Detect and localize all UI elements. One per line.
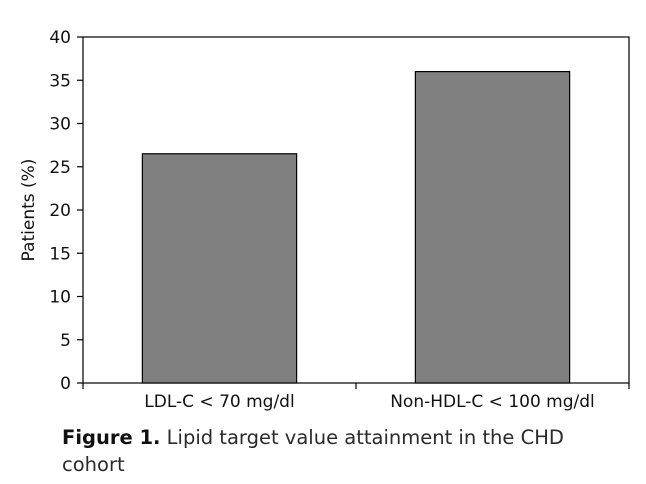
figure-caption: Figure 1. Lipid target value attainment … [62,424,622,478]
x-axis: LDL-C < 70 mg/dl Non-HDL-C < 100 mg/dl [82,383,630,412]
y-tick-label: 20 [49,201,71,221]
caption-text: Lipid target value attainment in the CHD… [62,426,564,476]
x-tick-label: LDL-C < 70 mg/dl [144,392,294,412]
bars [141,70,571,384]
y-tick-label: 25 [49,158,71,178]
bar [141,153,298,384]
y-tick-label: 35 [49,71,71,91]
x-tick-label: Non-HDL-C < 100 mg/dl [390,392,595,412]
y-tick-label: 30 [49,115,71,135]
y-tick-label: 40 [49,28,71,48]
y-tick-label: 15 [49,244,71,264]
bar-chart: 0 5 10 15 20 25 30 35 40 LDL-C < 70 mg/dl Non-HDL… [19,28,630,412]
y-axis-label: Patients (%) [19,159,39,262]
y-tick-label: 0 [60,374,71,394]
bar [414,70,571,384]
caption-label: Figure 1. [62,426,161,449]
y-tick-label: 10 [49,288,71,308]
y-tick-label: 5 [60,331,71,351]
